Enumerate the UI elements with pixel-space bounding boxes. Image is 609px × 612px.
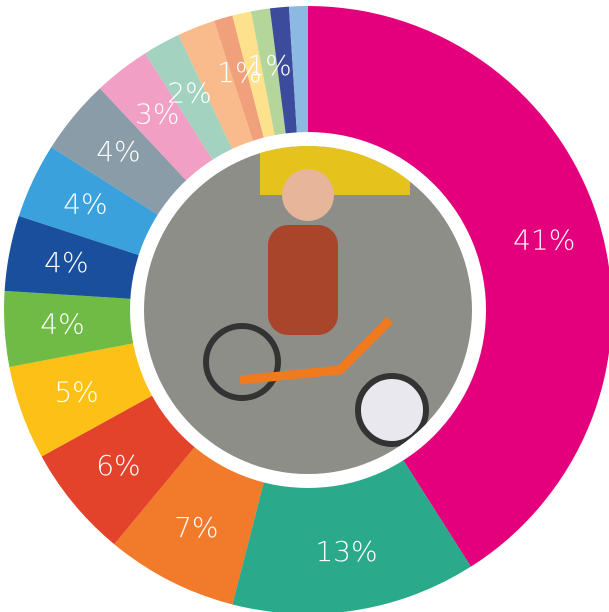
value-label: 4%	[96, 135, 140, 168]
value-label: 3%	[135, 98, 179, 131]
segment	[18, 147, 165, 258]
segment	[269, 6, 298, 142]
value-label: 13%	[315, 535, 377, 568]
value-label: 4%	[44, 246, 88, 279]
segments	[4, 6, 609, 612]
value-label: 41%	[513, 223, 575, 256]
value-label: 7%	[174, 511, 218, 544]
value-label: 1%	[217, 56, 261, 89]
value-label: 1%	[247, 49, 291, 82]
segment	[251, 8, 287, 144]
segment	[9, 341, 160, 457]
photo	[144, 146, 472, 474]
segment	[308, 6, 609, 567]
segment	[41, 391, 200, 545]
value-label: 6%	[96, 449, 140, 482]
value-label: 2%	[167, 76, 211, 109]
value-label: 4%	[63, 187, 107, 220]
segment	[288, 6, 308, 141]
segment	[145, 34, 236, 167]
segment	[99, 53, 217, 187]
segment	[178, 20, 256, 157]
segment	[232, 11, 277, 146]
segment	[4, 216, 147, 300]
segment	[232, 453, 471, 612]
value-label: 4%	[40, 307, 84, 340]
segment	[214, 15, 266, 149]
segment	[51, 88, 192, 219]
value-label: 5%	[54, 375, 98, 408]
labels: 41%13%7%6%5%4%4%4%4%3%2%1%1%	[40, 49, 575, 568]
segment	[4, 290, 142, 367]
segment	[114, 440, 266, 605]
